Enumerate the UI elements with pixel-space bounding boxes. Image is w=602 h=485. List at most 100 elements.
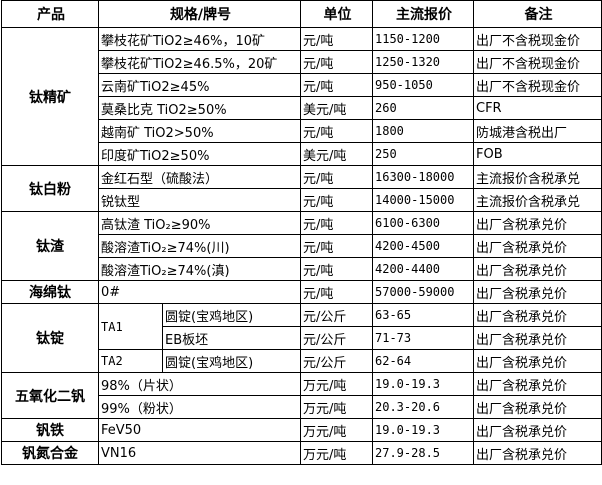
- unit-cell: 元/吨: [300, 50, 373, 74]
- unit-cell: 元/吨: [300, 234, 373, 258]
- spec-cell: FeV50: [98, 418, 301, 442]
- note-cell: 出厂不含税现金价: [473, 73, 602, 97]
- note-cell: 出厂含税承兑价: [473, 280, 602, 304]
- price-cell: 14000-15000: [372, 188, 474, 212]
- price-cell: 71-73: [372, 326, 474, 350]
- unit-cell: 元/公斤: [300, 326, 373, 350]
- note-cell: FOB: [473, 142, 602, 166]
- note-cell: 出厂含税承兑价: [473, 441, 602, 465]
- price-cell: 16300-18000: [372, 165, 474, 189]
- spec-cell: 酸溶渣TiO₂≥74%(川): [98, 234, 301, 258]
- spec-cell: 攀枝花矿TiO2≥46%，10矿: [98, 27, 301, 51]
- unit-cell: 元/吨: [300, 73, 373, 97]
- product-name: 五氧化二钒: [1, 372, 99, 419]
- price-cell: 19.0-19.3: [372, 372, 474, 396]
- unit-cell: 元/公斤: [300, 303, 373, 327]
- table-row: 钛精矿 攀枝花矿TiO2≥46%，10矿 元/吨 1150-1200 出厂不含税现金价: [1, 27, 602, 166]
- product-name: 钛精矿: [1, 27, 99, 166]
- table-row: 钒铁 FeV50 万元/吨 19.0-19.3 出厂含税承兑价: [1, 418, 602, 442]
- table-row: 五氧化二钒 98%（片状） 万元/吨 19.0-19.3 出厂含税承兑价: [1, 372, 602, 419]
- spec-cell: 云南矿TiO2≥45%: [98, 73, 301, 97]
- spec-cell: 锐钛型: [98, 188, 301, 212]
- unit-cell: 万元/吨: [300, 372, 373, 396]
- price-cell: 19.0-19.3: [372, 418, 474, 442]
- product-name: 钒氮合金: [1, 441, 99, 465]
- spec-cell: 99%（粉状）: [98, 395, 301, 419]
- product-name: 钛锭: [1, 303, 99, 373]
- header-product: 产品: [1, 0, 99, 28]
- price-cell: 62-64: [372, 349, 474, 373]
- unit-cell: 元/吨: [300, 188, 373, 212]
- unit-cell: 元/吨: [300, 165, 373, 189]
- product-name: 钒铁: [1, 418, 99, 442]
- price-cell: 4200-4400: [372, 257, 474, 281]
- grade-cell: TA1: [98, 303, 163, 350]
- table-row: 印度矿TiO2≥50% 美元/吨 250 FOB: [2, 142, 602, 166]
- note-cell: 出厂不含税现金价: [473, 50, 602, 74]
- header-price: 主流报价: [372, 0, 474, 28]
- unit-cell: 元/公斤: [300, 349, 373, 373]
- spec-cell: 莫桑比克 TiO2≥50%: [98, 96, 301, 120]
- unit-cell: 元/吨: [300, 119, 373, 143]
- table-row: 钛渣 高钛渣 TiO₂≥90% 元/吨 6100-6300 出厂含税承兑价: [1, 211, 602, 281]
- table-row: 越南矿 TiO2>50% 元/吨 1800 防城港含税出厂: [2, 119, 602, 143]
- note-cell: 主流报价含税承兑: [473, 188, 602, 212]
- price-cell: 6100-6300: [372, 211, 474, 235]
- header-unit: 单位: [300, 0, 373, 28]
- price-cell: 27.9-28.5: [372, 441, 474, 465]
- note-cell: 出厂含税承兑价: [473, 395, 602, 419]
- price-cell: 4200-4500: [372, 234, 474, 258]
- spec-cell: VN16: [98, 441, 301, 465]
- note-cell: 出厂不含税现金价: [473, 27, 602, 51]
- header-spec: 规格/牌号: [98, 0, 301, 28]
- product-name: 钛白粉: [1, 165, 99, 212]
- table-row: 钒氮合金 VN16 万元/吨 27.9-28.5 出厂含税承兑价: [1, 441, 602, 465]
- note-cell: 防城港含税出厂: [473, 119, 602, 143]
- note-cell: 出厂含税承兑价: [473, 349, 602, 373]
- price-cell: 1800: [372, 119, 474, 143]
- note-cell: 出厂含税承兑价: [473, 257, 602, 281]
- price-cell: 1150-1200: [372, 27, 474, 51]
- spec-cell: 印度矿TiO2≥50%: [98, 142, 301, 166]
- note-cell: 出厂含税承兑价: [473, 303, 602, 327]
- unit-cell: 元/吨: [300, 257, 373, 281]
- table-row: 酸溶渣TiO₂≥74%(川) 元/吨 4200-4500 出厂含税承兑价: [2, 234, 602, 258]
- note-cell: 出厂含税承兑价: [473, 211, 602, 235]
- price-cell: 20.3-20.6: [372, 395, 474, 419]
- spec-cell: 0#: [98, 280, 301, 304]
- note-cell: 出厂含税承兑价: [473, 418, 602, 442]
- spec-cell: 高钛渣 TiO₂≥90%: [98, 211, 301, 235]
- note-cell: 出厂含税承兑价: [473, 234, 602, 258]
- product-name: 海绵钛: [1, 280, 99, 304]
- unit-cell: 元/吨: [300, 27, 373, 51]
- form-cell: 圆锭(宝鸡地区): [162, 349, 301, 373]
- unit-cell: 元/吨: [300, 211, 373, 235]
- spec-cell: 98%（片状）: [98, 372, 301, 396]
- table-row: 攀枝花矿TiO2≥46.5%，20矿 元/吨 1250-1320 出厂不含税现金价: [2, 50, 602, 74]
- price-cell: 63-65: [372, 303, 474, 327]
- unit-cell: 万元/吨: [300, 418, 373, 442]
- spec-cell: 攀枝花矿TiO2≥46.5%，20矿: [98, 50, 301, 74]
- table-row: 锐钛型 元/吨 14000-15000 主流报价含税承兑: [2, 188, 602, 212]
- price-cell: 250: [372, 142, 474, 166]
- product-name: 钛渣: [1, 211, 99, 281]
- table-row: 酸溶渣TiO₂≥74%(滇) 元/吨 4200-4400 出厂含税承兑价: [2, 257, 602, 281]
- table-body: 钛精矿 攀枝花矿TiO2≥46%，10矿 元/吨 1150-1200 出厂不含税现金价攀…: [1, 27, 602, 465]
- note-cell: 主流报价含税承兑: [473, 165, 602, 189]
- form-cell: 圆锭(宝鸡地区): [162, 303, 301, 327]
- table-row: 海绵钛 0# 元/吨 57000-59000 出厂含税承兑价: [1, 280, 602, 304]
- unit-cell: 美元/吨: [300, 96, 373, 120]
- spec-cell: 越南矿 TiO2>50%: [98, 119, 301, 143]
- price-cell: 260: [372, 96, 474, 120]
- unit-cell: 美元/吨: [300, 142, 373, 166]
- price-cell: 950-1050: [372, 73, 474, 97]
- header-row: 产品 规格/牌号 单位 主流报价 备注: [1, 0, 602, 28]
- spec-cell: 金红石型（硫酸法）: [98, 165, 301, 189]
- price-table: 产品 规格/牌号 单位 主流报价 备注 钛精矿 攀枝花矿TiO2≥46%，10矿元…: [1, 0, 602, 465]
- spec-cell: 酸溶渣TiO₂≥74%(滇): [98, 257, 301, 281]
- unit-cell: 万元/吨: [300, 395, 373, 419]
- header-note: 备注: [473, 0, 602, 28]
- price-cell: 1250-1320: [372, 50, 474, 74]
- table-row: 钛白粉 金红石型（硫酸法） 元/吨 16300-18000 主流报价含税承兑: [1, 165, 602, 212]
- note-cell: 出厂含税承兑价: [473, 326, 602, 350]
